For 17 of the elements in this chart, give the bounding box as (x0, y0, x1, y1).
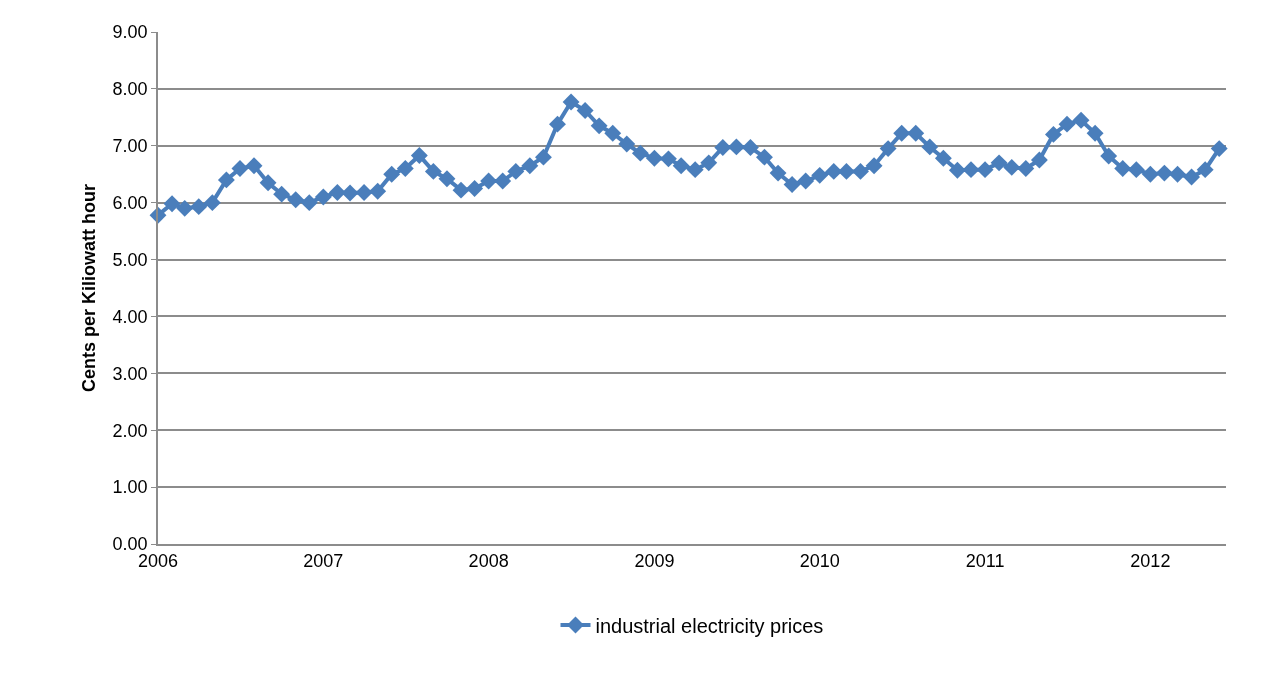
x-tick-label: 2011 (965, 551, 1005, 572)
y-tick-label: 7.00 (112, 136, 148, 157)
legend-label: industrial electricity prices (595, 614, 824, 637)
y-axis-title: Cents per Kiliowatt hour (79, 183, 100, 393)
y-tick-label: 2.00 (112, 420, 148, 441)
y-tick-label: 3.00 (112, 363, 148, 384)
x-tick-label: 2008 (468, 551, 509, 572)
y-tick-label: 6.00 (112, 192, 148, 213)
x-tick-label: 2010 (799, 551, 840, 572)
y-tick-label: 4.00 (112, 306, 148, 327)
y-tick-label: 1.00 (112, 477, 148, 498)
y-tick-label: 8.00 (112, 79, 148, 100)
y-tick-label: 5.00 (112, 249, 148, 270)
x-tick-label: 2012 (1130, 551, 1171, 572)
y-tick-label: 9.00 (112, 22, 148, 43)
x-tick-label: 2007 (303, 551, 344, 572)
x-tick-label: 2009 (634, 551, 675, 572)
